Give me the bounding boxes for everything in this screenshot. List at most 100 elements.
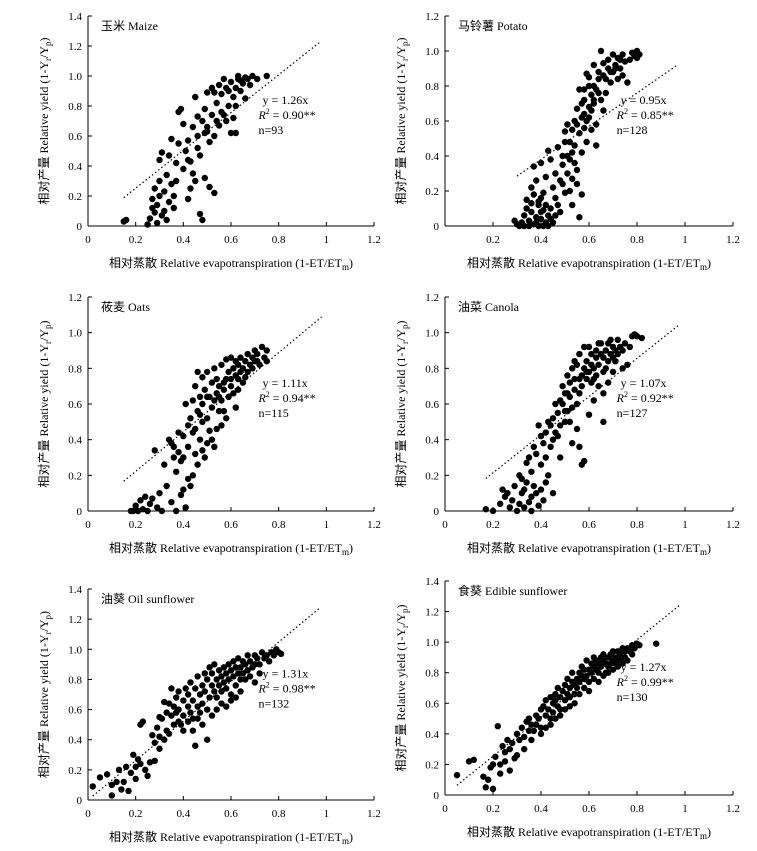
data-point	[542, 724, 549, 731]
data-point	[149, 731, 156, 739]
data-point	[576, 690, 583, 698]
data-point	[215, 393, 223, 401]
data-point	[230, 93, 237, 101]
data-point	[554, 144, 561, 151]
x-tick-label: 0.2	[486, 803, 500, 815]
data-point	[561, 681, 569, 689]
data-point	[533, 214, 540, 221]
data-point	[237, 676, 244, 683]
data-point	[569, 440, 576, 447]
data-point	[561, 407, 569, 415]
data-point	[583, 138, 590, 146]
data-point	[239, 365, 247, 372]
data-point	[206, 183, 213, 191]
data-point	[168, 712, 175, 719]
data-point	[602, 669, 609, 676]
y-tick-label: 0.8	[425, 363, 439, 375]
data-point	[184, 718, 192, 725]
data-point	[564, 152, 571, 160]
data-point	[499, 486, 506, 493]
data-point	[557, 454, 564, 461]
data-point	[194, 132, 201, 140]
data-point	[201, 174, 208, 182]
y-tick-label: 0.2	[68, 470, 82, 482]
data-point	[182, 147, 189, 155]
x-tick-label: 0.2	[129, 519, 143, 531]
data-point	[215, 81, 223, 89]
x-axis-label: 相对蒸散 Relative evapotranspiration (1-ET/E…	[467, 540, 711, 557]
data-point	[165, 152, 173, 159]
data-point	[201, 454, 208, 461]
x-tick-label: 0.2	[129, 234, 143, 246]
data-point	[576, 678, 583, 686]
data-point	[561, 138, 569, 146]
data-point	[619, 72, 626, 79]
data-point	[593, 372, 600, 379]
data-point	[184, 137, 192, 144]
data-point	[225, 368, 232, 376]
data-point	[605, 56, 612, 63]
x-tick-label: 0.6	[582, 803, 596, 815]
data-point	[165, 730, 173, 737]
data-point	[600, 390, 607, 397]
data-point	[122, 763, 130, 771]
y-tick-label: 1.0	[68, 328, 82, 340]
data-point	[206, 664, 213, 671]
data-point	[593, 121, 600, 128]
data-point	[187, 185, 194, 192]
data-point	[189, 697, 197, 704]
data-point	[492, 753, 499, 760]
data-point	[196, 393, 204, 401]
data-point	[189, 472, 197, 479]
y-tick-label: 0.2	[68, 765, 82, 777]
data-point	[619, 347, 626, 354]
data-point	[557, 693, 564, 701]
data-point	[525, 727, 533, 734]
data-point	[223, 703, 230, 710]
r-squared: R2 = 0.90**	[257, 107, 315, 122]
data-point	[605, 358, 612, 365]
data-point	[130, 507, 137, 515]
data-point	[194, 673, 201, 680]
x-tick-label: 0.6	[582, 519, 596, 531]
data-point	[254, 655, 261, 662]
x-tick-label: 0.6	[224, 234, 238, 246]
data-point	[151, 185, 158, 192]
data-point	[518, 475, 525, 483]
data-point	[242, 661, 249, 668]
data-point	[215, 407, 223, 415]
data-point	[588, 91, 595, 98]
data-point	[559, 180, 566, 188]
data-point	[156, 745, 163, 752]
data-point	[249, 365, 256, 372]
data-point	[170, 204, 177, 212]
data-point	[172, 507, 180, 515]
data-point	[537, 461, 545, 468]
data-point	[540, 440, 547, 447]
data-point	[242, 95, 249, 102]
data-point	[497, 770, 504, 777]
data-point	[172, 694, 180, 701]
data-point	[203, 676, 211, 683]
data-point	[525, 715, 533, 722]
data-point	[180, 454, 187, 461]
data-point	[576, 214, 583, 221]
data-point	[199, 418, 206, 426]
data-point	[576, 443, 583, 450]
data-point	[215, 122, 223, 129]
data-point	[194, 703, 201, 710]
data-point	[497, 761, 504, 768]
data-point	[211, 189, 218, 197]
data-point	[576, 86, 583, 93]
data-point	[571, 159, 578, 167]
data-point	[564, 372, 571, 379]
data-point	[499, 742, 506, 750]
data-point	[609, 51, 617, 58]
y-tick-label: 0.4	[68, 735, 82, 747]
data-point	[537, 208, 545, 216]
y-tick-label: 1.0	[425, 328, 439, 340]
data-point	[189, 727, 197, 734]
data-point	[161, 736, 168, 743]
data-point	[220, 664, 228, 671]
data-point	[561, 706, 569, 713]
